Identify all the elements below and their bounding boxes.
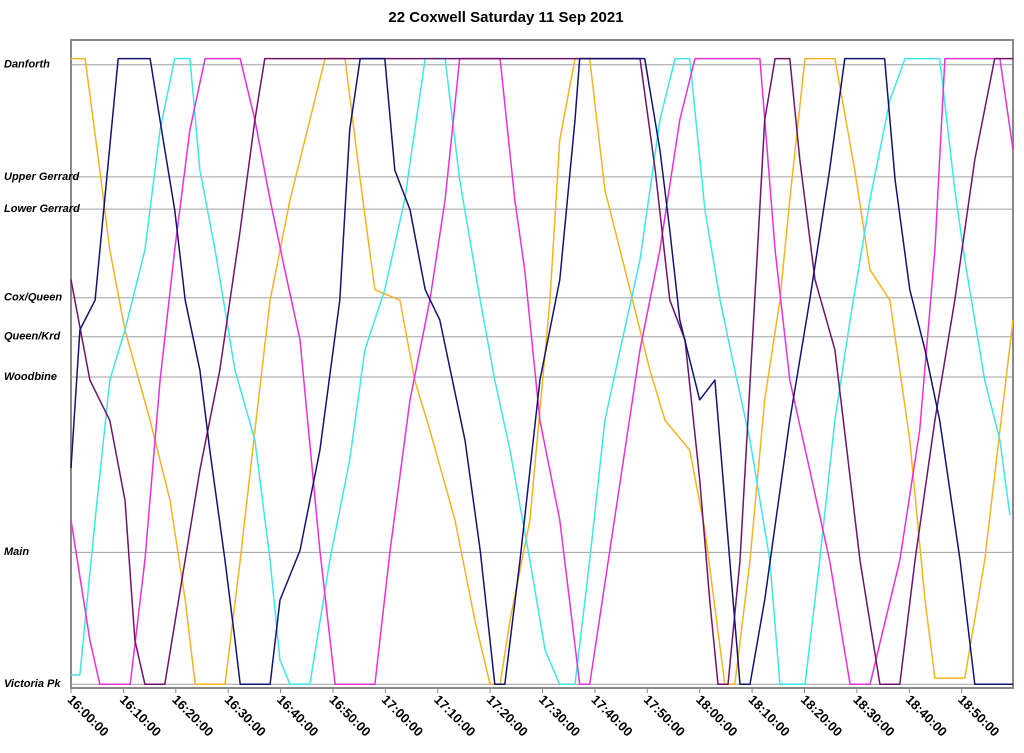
x-tick-label: 16:40:00 bbox=[274, 692, 321, 739]
x-tick-label: 17:30:00 bbox=[536, 692, 583, 739]
x-tick-label: 16:30:00 bbox=[222, 692, 269, 739]
vehicle-line bbox=[71, 57, 1011, 686]
y-tick-label: Queen/Krd bbox=[4, 331, 61, 343]
x-tick-label: 18:40:00 bbox=[903, 692, 950, 739]
y-tick-label: Main bbox=[4, 546, 29, 558]
y-tick-label: Woodbine bbox=[4, 371, 57, 383]
vehicle-line bbox=[70, 57, 1013, 686]
x-tick-label: 16:20:00 bbox=[169, 692, 216, 739]
x-tick-label: 16:10:00 bbox=[117, 692, 164, 739]
x-tick-label: 16:00:00 bbox=[64, 692, 111, 739]
x-tick-label: 18:30:00 bbox=[850, 692, 897, 739]
x-tick-label: 17:40:00 bbox=[588, 692, 635, 739]
chart-title: 22 Coxwell Saturday 11 Sep 2021 bbox=[388, 9, 623, 26]
y-tick-label: Lower Gerrard bbox=[4, 203, 80, 215]
y-tick-label: Victoria Pk bbox=[4, 678, 61, 690]
x-tick-label: 17:00:00 bbox=[379, 692, 426, 739]
y-tick-label: Cox/Queen bbox=[4, 292, 62, 304]
x-tick-label: 17:50:00 bbox=[641, 692, 688, 739]
plot-area bbox=[70, 39, 1014, 689]
y-tick-label: Upper Gerrard bbox=[4, 171, 79, 183]
x-tick-label: 16:50:00 bbox=[326, 692, 373, 739]
x-tick-label: 18:20:00 bbox=[798, 692, 845, 739]
x-tick-label: 18:00:00 bbox=[693, 692, 740, 739]
x-tick-label: 17:20:00 bbox=[484, 692, 531, 739]
vehicle-line bbox=[70, 57, 1013, 686]
x-tick-label: 18:50:00 bbox=[955, 692, 1002, 739]
y-tick-label: Danforth bbox=[4, 59, 50, 71]
x-tick-label: 18:10:00 bbox=[746, 692, 793, 739]
vehicle-line bbox=[71, 57, 1014, 686]
vehicle-line bbox=[70, 57, 1014, 686]
x-tick-label: 17:10:00 bbox=[431, 692, 478, 739]
